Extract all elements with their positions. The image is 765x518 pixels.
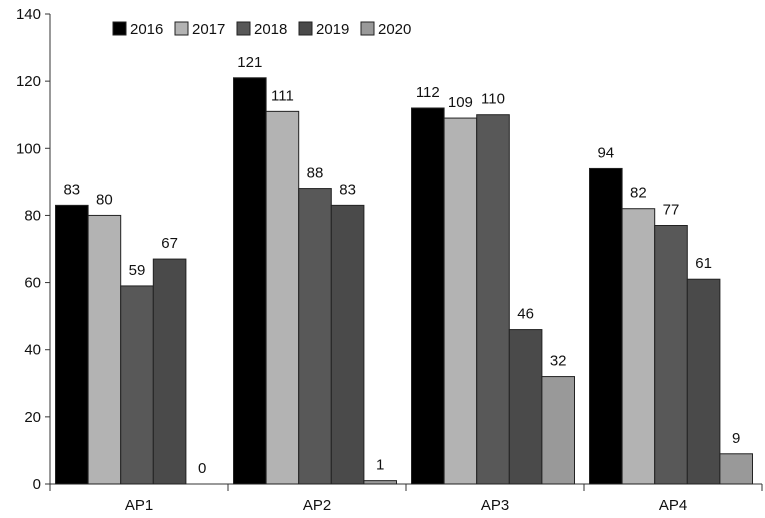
- legend-label: 2020: [378, 21, 411, 38]
- legend-label: 2017: [192, 21, 225, 38]
- data-label: 0: [198, 460, 206, 477]
- y-tick-label: 140: [16, 6, 41, 23]
- x-category-label: AP3: [481, 497, 509, 514]
- data-labels: 83 121 112 94 80 111 109 82 59 88 110 77 67 83 46 61 0 1 3…: [63, 54, 740, 477]
- bar: [363, 480, 397, 485]
- data-label: 111: [271, 87, 294, 104]
- bar: [686, 278, 721, 485]
- data-label: 32: [550, 353, 567, 370]
- data-label: 112: [416, 84, 440, 101]
- data-label: 59: [129, 262, 146, 279]
- y-axis: 0 20 40 60 80 100 120 140: [16, 6, 51, 493]
- bar: [265, 110, 300, 485]
- data-label: 121: [237, 54, 262, 71]
- y-tick-label: 60: [24, 275, 41, 292]
- bar: [621, 208, 656, 485]
- legend-swatch: [112, 21, 127, 36]
- legend-swatch: [174, 21, 189, 36]
- bar: [330, 204, 365, 485]
- legend-swatch: [298, 21, 313, 36]
- bar: [719, 453, 754, 485]
- data-label: 83: [63, 181, 80, 198]
- x-category-label: AP2: [303, 497, 331, 514]
- data-label: 88: [307, 165, 324, 182]
- data-label: 80: [96, 191, 113, 208]
- bar: [443, 117, 478, 485]
- data-label: 46: [517, 306, 534, 323]
- x-category-label: AP4: [659, 497, 687, 514]
- y-tick-label: 120: [16, 73, 41, 90]
- bar: [541, 376, 576, 485]
- data-label: 83: [339, 181, 356, 198]
- bar: [120, 285, 154, 485]
- legend-swatch: [236, 21, 251, 36]
- bar: [411, 107, 445, 485]
- bar: [87, 214, 122, 485]
- data-label: 1: [376, 457, 384, 474]
- bar: [152, 258, 187, 485]
- bar: [298, 188, 332, 485]
- bar: [654, 225, 688, 485]
- bars: [55, 77, 754, 485]
- bar: [589, 167, 623, 485]
- legend-label: 2018: [254, 21, 287, 38]
- y-tick-label: 0: [33, 476, 41, 493]
- y-tick-label: 40: [24, 342, 41, 359]
- data-label: 109: [448, 94, 473, 111]
- data-label: 94: [597, 144, 614, 161]
- legend: 2016 2017 2018 2019 2020: [112, 21, 411, 38]
- data-label: 110: [481, 91, 505, 108]
- x-axis: AP1 AP2 AP3 AP4: [49, 483, 763, 514]
- bar: [55, 204, 89, 485]
- x-category-label: AP1: [125, 497, 153, 514]
- data-label: 61: [695, 255, 712, 272]
- y-tick-label: 20: [24, 409, 41, 426]
- legend-label: 2016: [130, 21, 163, 38]
- data-label: 67: [161, 235, 178, 252]
- data-label: 82: [630, 185, 647, 202]
- bar: [508, 329, 543, 485]
- bar: [233, 77, 267, 485]
- bar: [476, 114, 510, 485]
- data-label: 77: [663, 202, 680, 219]
- legend-swatch: [360, 21, 375, 36]
- legend-label: 2019: [316, 21, 349, 38]
- data-label: 9: [732, 430, 740, 447]
- y-tick-label: 80: [24, 207, 41, 224]
- y-tick-label: 100: [16, 140, 41, 157]
